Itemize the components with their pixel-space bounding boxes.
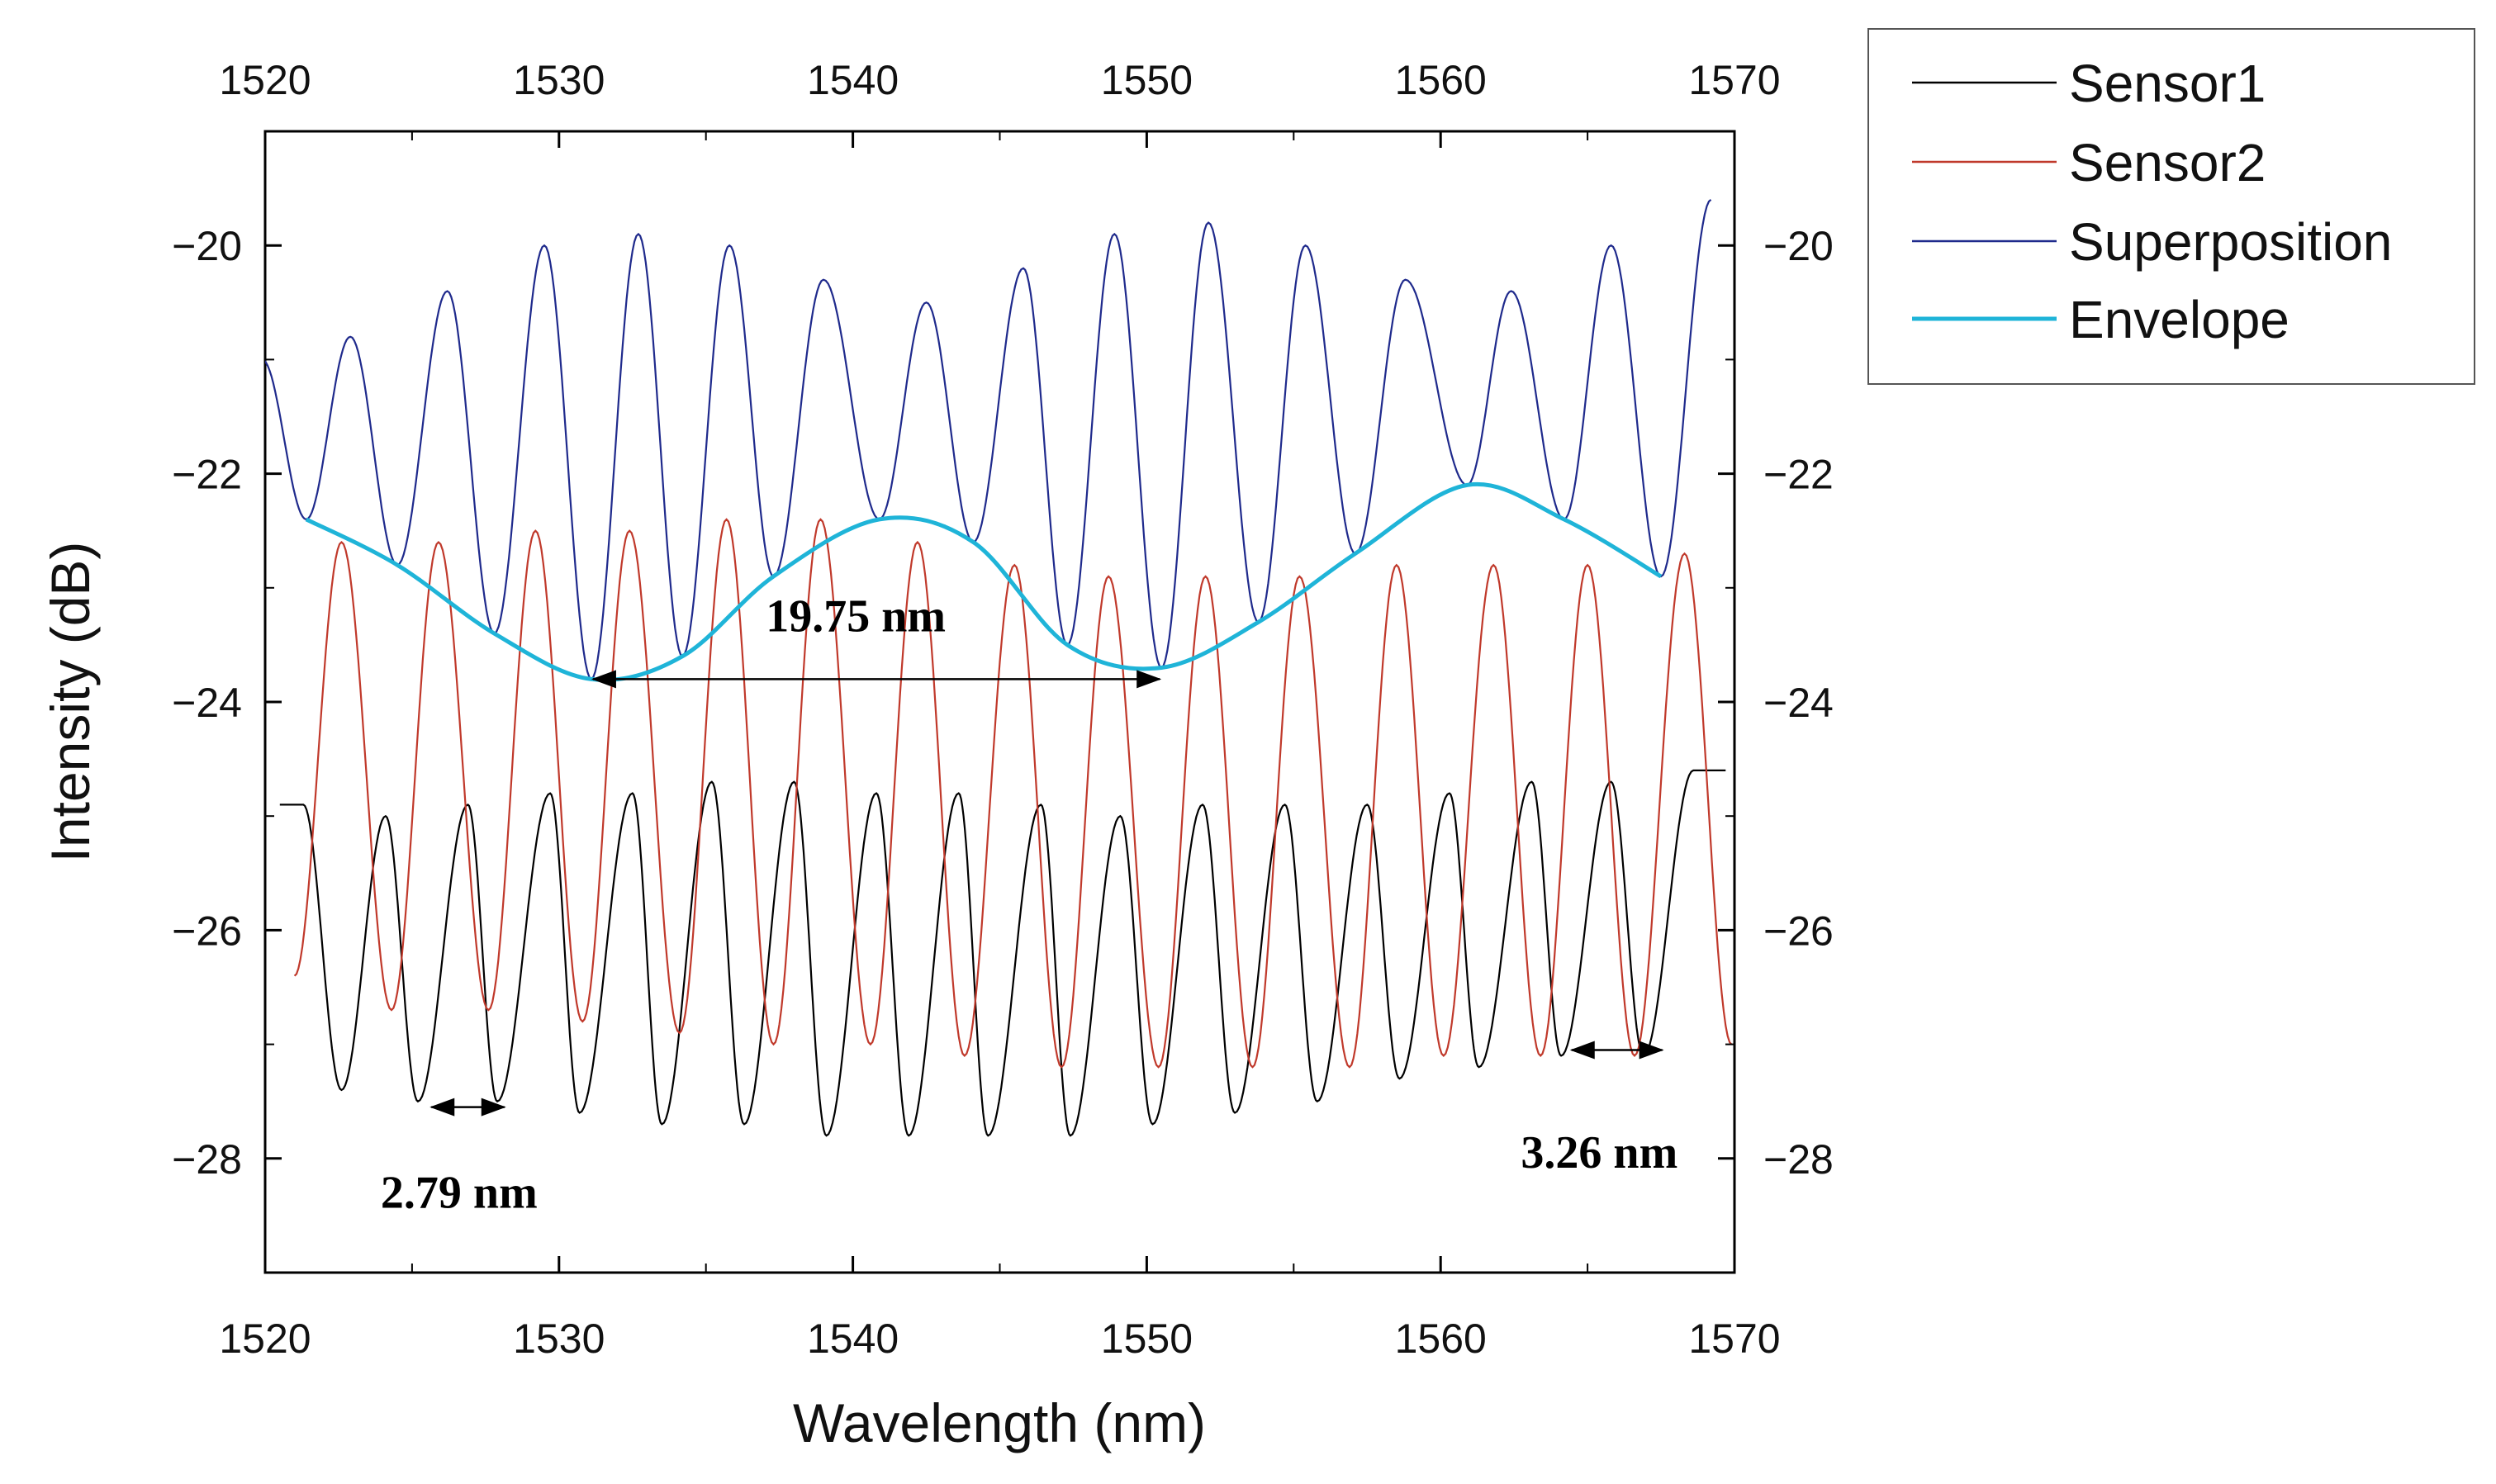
y-tick-label-left: −22 [172, 452, 242, 498]
annotation-arrowhead [1639, 1041, 1664, 1060]
annotation-2: 2.79 nm [381, 1098, 538, 1218]
legend-label-superposition: Superposition [2069, 212, 2392, 272]
annotation-arrowhead [1136, 670, 1162, 689]
annotation-1: 19.75 nm [591, 590, 1162, 689]
legend-label-envelope: Envelope [2069, 290, 2290, 349]
annotation-layer: 19.75 nm 2.79 nm 3.26 nm [381, 590, 1677, 1218]
x-tick-label-top: 1560 [1395, 57, 1487, 103]
series-envelope-line [305, 481, 1663, 682]
legend-box [1867, 28, 2475, 385]
x-tick-label-bottom: 1520 [219, 1316, 311, 1362]
y-tick-label-right: −20 [1763, 223, 1834, 269]
annotation-label: 2.79 nm [381, 1167, 538, 1218]
legend-label-sensor2: Sensor2 [2069, 133, 2266, 192]
x-tick-label-bottom: 1550 [1101, 1316, 1193, 1362]
annotation-label: 3.26 nm [1521, 1127, 1677, 1178]
annotation-arrowhead [481, 1098, 506, 1117]
x-tick-label-bottom: 1540 [807, 1316, 899, 1362]
y-tick-label-left: −28 [172, 1136, 242, 1183]
annotation-arrowhead [429, 1098, 455, 1117]
x-tick-label-top: 1550 [1101, 57, 1193, 103]
legend-label-sensor1: Sensor1 [2069, 54, 2266, 113]
y-axis-title: Intensity (dB) [40, 542, 101, 863]
series-sensor2-line [293, 518, 1733, 1069]
y-tick-label-left: −26 [172, 908, 242, 954]
y-tick-label-left: −20 [172, 223, 242, 269]
series-layer [265, 199, 1733, 1137]
x-tick-label-bottom: 1560 [1395, 1316, 1487, 1362]
ticks-layer: 1520 1520 1530 1530 1540 1540 1550 1550 1560 1560… [172, 57, 1834, 1362]
y-tick-label-left: −24 [172, 680, 242, 726]
x-tick-label-top: 1540 [807, 57, 899, 103]
series-superposition-line [265, 199, 1712, 680]
legend: Sensor1 Sensor2 Superposition Envelope [1867, 28, 2475, 385]
annotation-arrowhead [591, 670, 616, 689]
y-tick-label-right: −28 [1763, 1136, 1834, 1183]
x-tick-label-bottom: 1530 [513, 1316, 605, 1362]
x-tick-label-top: 1530 [513, 57, 605, 103]
x-axis-title: Wavelength (nm) [793, 1392, 1206, 1453]
annotation-3: 3.26 nm [1521, 1041, 1677, 1178]
x-tick-label-bottom: 1570 [1688, 1316, 1780, 1362]
annotation-arrowhead [1569, 1041, 1595, 1060]
y-tick-label-right: −26 [1763, 908, 1834, 954]
series-sensor1-line [279, 769, 1726, 1137]
x-tick-label-top: 1570 [1688, 57, 1780, 103]
annotation-label: 19.75 nm [766, 590, 946, 642]
y-tick-label-right: −24 [1763, 680, 1834, 726]
x-tick-label-top: 1520 [219, 57, 311, 103]
y-tick-label-right: −22 [1763, 452, 1834, 498]
